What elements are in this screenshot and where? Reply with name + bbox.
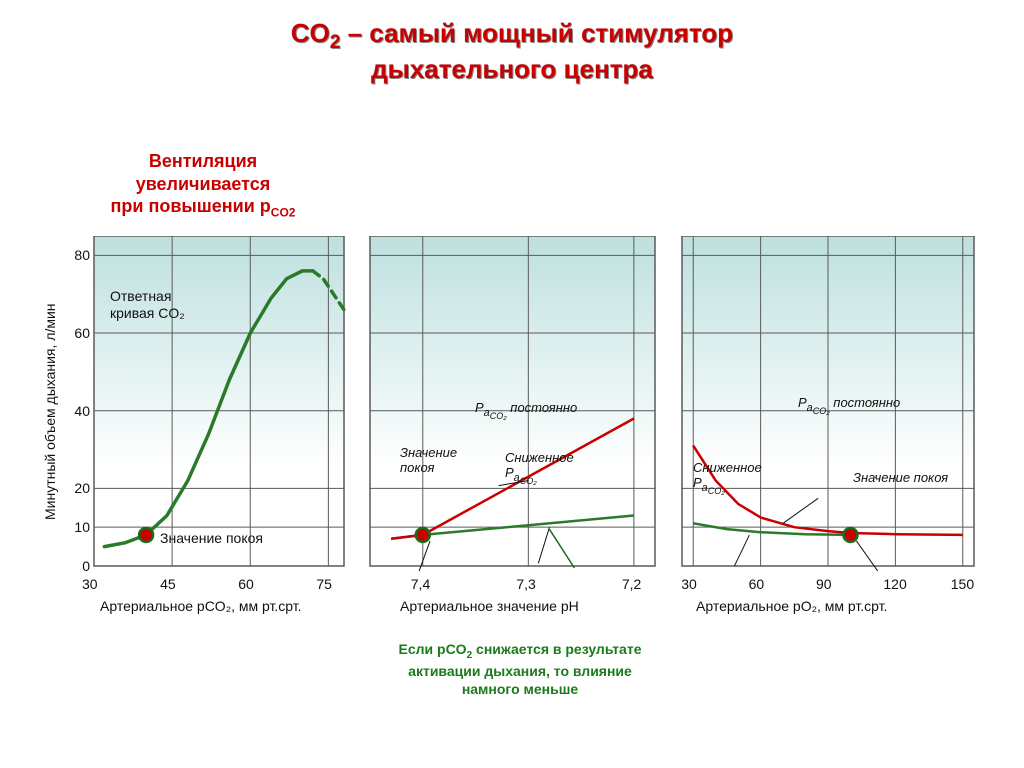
panel3-xtick: 90: [816, 576, 832, 592]
panel1-xtick: 45: [160, 576, 176, 592]
panel1-xtick: 60: [238, 576, 254, 592]
panel2-xtick: 7,2: [622, 576, 641, 592]
y-tick: 80: [66, 247, 90, 263]
y-tick: 60: [66, 325, 90, 341]
panel1-curve-label: Ответнаякривая CO₂: [110, 288, 185, 322]
y-tick: 20: [66, 480, 90, 496]
y-tick: 0: [66, 558, 90, 574]
panel2-rest-label: Значениепокоя: [400, 446, 457, 476]
panel1-xlabel: Артериальное pCO₂, мм рт.срт.: [100, 598, 302, 614]
main-title: CO2 – самый мощный стимулятордыхательног…: [0, 18, 1024, 85]
panel2-xtick: 7,3: [516, 576, 535, 592]
panel1-xtick: 75: [316, 576, 332, 592]
panel1-rest-label: Значение покоя: [160, 530, 263, 546]
panel1-chart: [92, 236, 347, 571]
panel3-xtick: 30: [681, 576, 697, 592]
panel1-subtitle: Вентиляцияувеличиваетсяпри повышении pCO…: [78, 150, 328, 221]
panel2-xtick: 7,4: [411, 576, 430, 592]
y-tick: 10: [66, 519, 90, 535]
panel3-xtick: 120: [883, 576, 906, 592]
page: CO2 – самый мощный стимулятордыхательног…: [0, 0, 1024, 768]
panel2-xlabel: Артериальное значение pH: [400, 598, 579, 614]
panel1-xtick: 30: [82, 576, 98, 592]
footer-note: Если pCO2 снижается в результатеактиваци…: [340, 640, 700, 698]
panel3-rest-label: Значение покоя: [853, 471, 948, 486]
panel3-xtick: 150: [951, 576, 974, 592]
panel2-reduced-label: СниженноеPaCO₂: [505, 451, 574, 486]
panel3-paco2-label: PaCO₂ постоянно: [798, 396, 900, 416]
y-axis-label: Минутный объем дыхания, л/мин: [42, 280, 58, 520]
panel3-xlabel: Артериальное pO₂, мм рт.срт.: [696, 598, 887, 614]
panel3-reduced-label: СниженноеPaCO₂: [693, 461, 762, 496]
panel2-paco2-label: PaCO₂ постоянно: [475, 401, 577, 421]
y-tick: 40: [66, 403, 90, 419]
panel3-xtick: 60: [749, 576, 765, 592]
